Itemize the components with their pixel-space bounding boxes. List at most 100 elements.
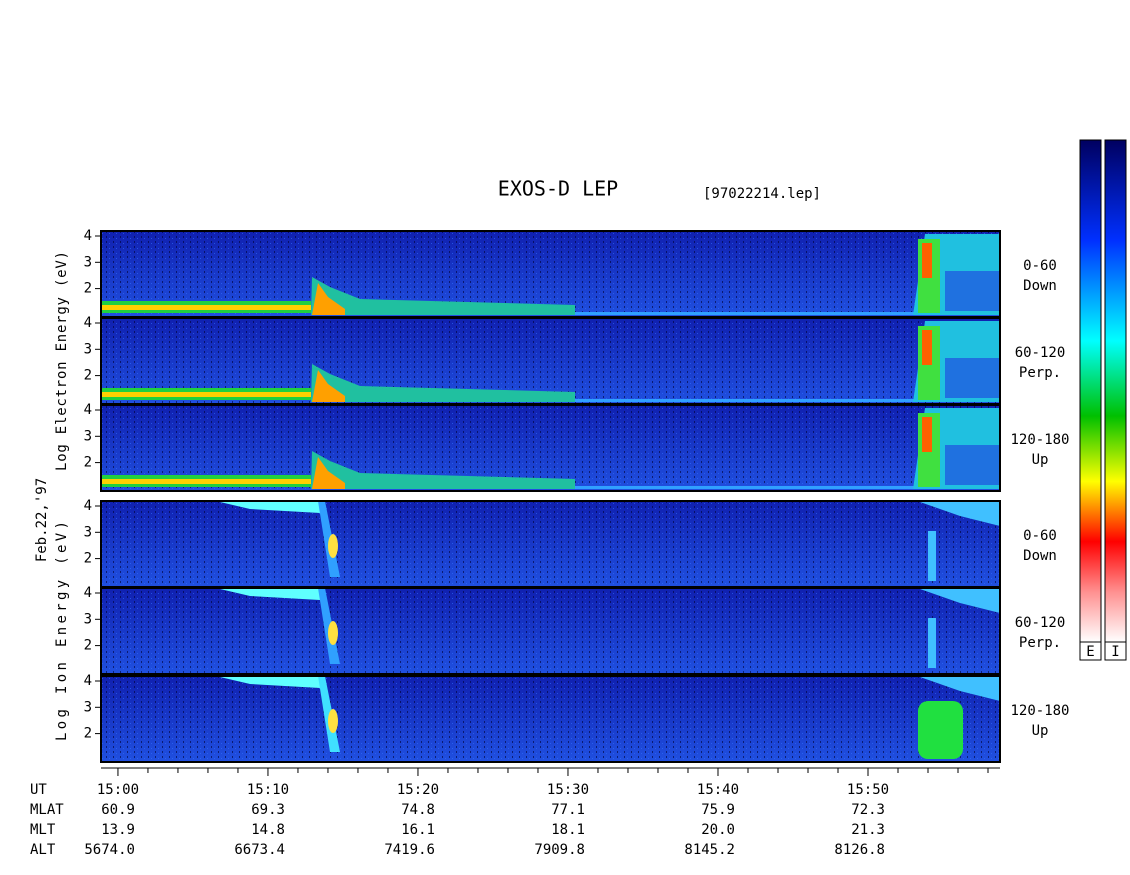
panel-range: 120-180 [1010,432,1069,448]
feature [312,370,345,402]
x-tick-label: 15:30 [547,782,589,798]
panel-direction: Up [1032,723,1049,739]
table-label: MLT [30,822,56,838]
table-value: 69.3 [251,802,285,818]
table-value: 18.1 [551,822,585,838]
feature [575,486,915,489]
y-axis-label: Log Ion Energy (eV) [54,521,70,741]
feature [328,534,338,558]
table-label: ALT [30,842,56,858]
panel-direction: Down [1023,548,1057,564]
table-value: 8145.2 [684,842,735,858]
y-tick-label: 3 [84,524,92,540]
spectrogram [101,501,1000,587]
x-tick-label: 15:40 [697,782,739,798]
feature [101,479,311,484]
spectrogram-noise [101,588,1000,674]
panel-direction: Down [1023,278,1057,294]
feature [220,589,320,600]
panel-direction: Up [1032,452,1049,468]
y-tick-label: 2 [84,281,92,297]
title: EXOS-D LEP [498,177,618,201]
x-tick-label: 15:20 [397,782,439,798]
x-tick-label: 15:00 [97,782,139,798]
y-tick-label: 3 [84,254,92,270]
panel-range: 120-180 [1010,703,1069,719]
colorbar-label: I [1111,644,1119,660]
table-value: 60.9 [101,802,135,818]
table-value: 5674.0 [84,842,135,858]
table-label: MLAT [30,802,64,818]
feature [575,399,915,402]
feature [328,621,338,645]
y-tick-label: 2 [84,638,92,654]
panel-direction: Perp. [1019,365,1061,381]
panel-direction: Perp. [1019,635,1061,651]
feature [311,277,575,315]
y-tick-label: 4 [84,315,92,331]
table-value: 74.8 [401,802,435,818]
feature [220,502,320,513]
feature [920,677,1000,701]
table-value: 21.3 [851,822,885,838]
file-label: [97022214.lep] [703,186,821,202]
y-tick-label: 4 [84,673,92,689]
feature [945,271,1000,311]
table-value: 7909.8 [534,842,585,858]
feature [311,364,575,402]
feature [101,392,311,397]
table-value: 7419.6 [384,842,435,858]
y-tick-label: 3 [84,341,92,357]
y-tick-label: 2 [84,551,92,567]
feature [101,305,311,310]
table-value: 20.0 [701,822,735,838]
y-tick-label: 3 [84,699,92,715]
table-label: UT [30,782,47,798]
table-value: 77.1 [551,802,585,818]
colorbar [1104,139,1127,643]
spectrogram [101,231,1000,317]
feature [328,709,338,733]
table-value: 13.9 [101,822,135,838]
x-tick-label: 15:50 [847,782,889,798]
spectrogram-noise [101,676,1000,762]
table-value: 72.3 [851,802,885,818]
table-value: 75.9 [701,802,735,818]
y-tick-label: 4 [84,585,92,601]
x-tick-label: 15:10 [247,782,289,798]
colorbar [1079,139,1102,643]
y-axis-label: Log Electron Energy (eV) [54,251,70,471]
panel-range: 60-120 [1015,615,1066,631]
colorbar-label-box [1079,641,1102,661]
feature [918,701,963,759]
spectrogram-noise [101,501,1000,587]
panel-frame [100,587,1001,675]
colorbar-label: E [1086,644,1094,660]
spectrogram [101,676,1000,762]
panel-range: 0-60 [1023,528,1057,544]
panel-range: 60-120 [1015,345,1066,361]
feature [312,457,345,489]
y-tick-label: 3 [84,611,92,627]
feature [928,618,936,668]
feature [945,358,1000,398]
y-tick-label: 2 [84,726,92,742]
spectrogram [101,588,1000,674]
spectrogram [101,318,1000,404]
table-value: 8126.8 [834,842,885,858]
feature [311,451,575,489]
y-tick-label: 2 [84,368,92,384]
panel-frame [100,675,1001,763]
date: Feb.22,'97 [34,478,50,562]
feature [928,531,936,581]
y-tick-label: 4 [84,402,92,418]
feature [922,417,932,452]
table-value: 16.1 [401,822,435,838]
y-tick-label: 4 [84,228,92,244]
feature [312,283,345,315]
feature [920,502,1000,526]
feature [945,445,1000,485]
feature [220,677,320,688]
panel-range: 0-60 [1023,258,1057,274]
